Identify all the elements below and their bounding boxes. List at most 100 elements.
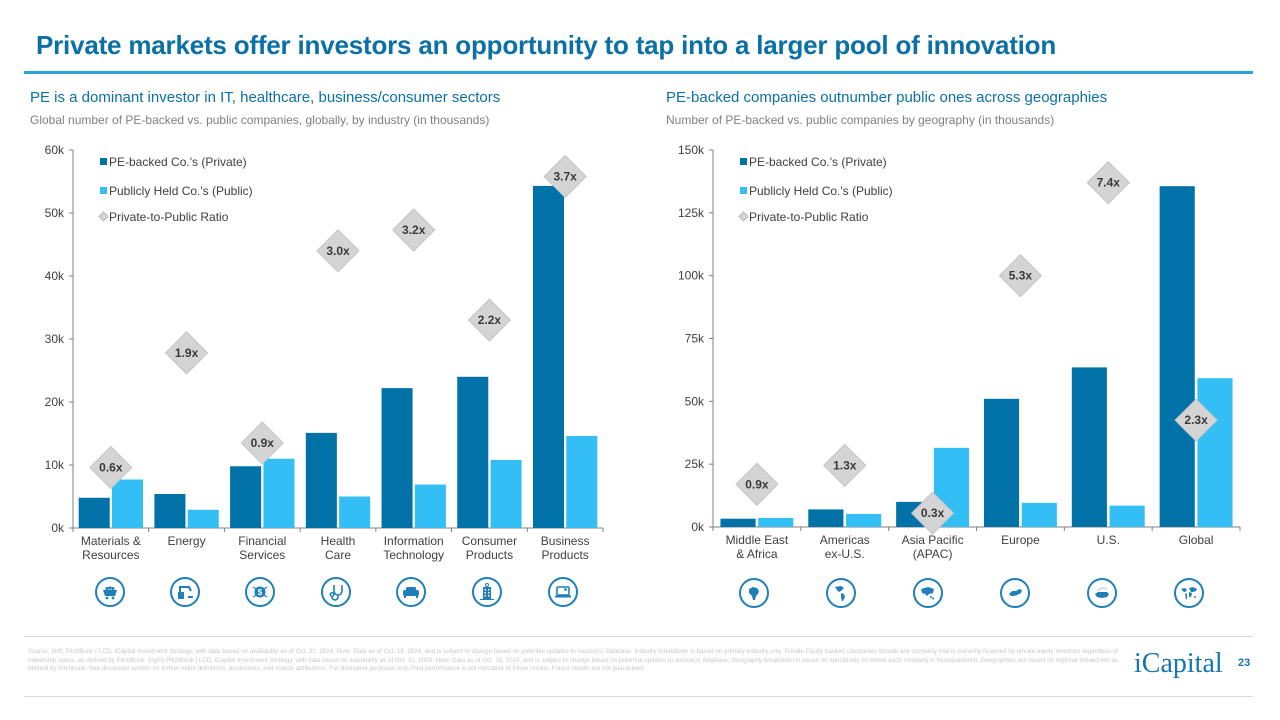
geography-bar-chart: 0k 25k 50k 75k 100k 125k 150k Middle East& Afri… [678,143,1241,561]
ratio-label: 2.2x [478,313,502,327]
x-category-label: ex-U.S. [825,547,865,561]
y-tick-label: 50k [685,394,705,408]
ratio-marker [240,421,284,465]
ratio-marker [823,443,867,488]
bar-public [758,517,794,527]
bar-private [78,497,110,528]
x-category-label: Services [239,548,285,562]
legend-swatch-public [100,187,107,194]
industrial-robot-icon [170,577,200,607]
bar-private [983,398,1020,527]
ratio-marker [735,462,779,506]
y-tick-label: 40k [45,269,65,283]
legend-swatch-private [100,158,107,165]
mine-cart-icon [95,577,125,607]
bar-public [566,436,598,528]
bar-private [1159,186,1195,527]
y-tick-label: 10k [45,458,65,472]
x-category-label: Resources [82,548,139,562]
stethoscope-icon [321,577,351,607]
ratio-label: 1.3x [833,458,857,472]
y-tick-label: 0k [691,520,705,534]
y-tick-label: 60k [45,143,65,157]
ratio-label: 3.7x [553,169,577,183]
bar-public [1197,378,1233,527]
ratio-marker [89,445,133,490]
footer-divider-top [24,636,1253,637]
ratio-label: 2.3x [1184,413,1208,427]
y-tick-label: 150k [678,143,705,157]
y-tick-label: 30k [45,332,65,346]
icapital-logo: iCapital [1134,648,1223,679]
x-category-label: Products [466,548,513,562]
legend-swatch-public [740,187,747,194]
bar-private [381,388,413,528]
right-chart-description: Number of PE-backed vs. public companies… [666,113,1055,127]
bar-public [1021,502,1057,527]
bar-public [187,509,219,528]
y-tick-label: 50k [45,206,65,220]
bar-private [154,493,186,528]
x-category-label: Materials & [81,534,141,548]
svg-text:$: $ [258,588,263,597]
world-map-icon [1174,578,1204,608]
source-footnote: Source: (left) PitchBook | LCD, iCapital… [28,648,1118,673]
y-tick-label: 25k [685,457,705,471]
x-category-label: Financial [238,534,286,548]
x-category-label: Asia Pacific [902,533,964,547]
office-building-icon [472,577,502,607]
industry-bar-chart: 0k 10k 20k 30k 40k 50k 60k Materials &Resources… [45,143,604,562]
ratio-marker [467,298,512,342]
bar-public [1109,505,1145,527]
bar-public [263,458,295,528]
x-category-label: & Africa [736,547,778,561]
x-category-label: Europe [1001,533,1040,547]
bar-private [532,185,565,528]
ratio-label: 7.4x [1097,176,1121,190]
us-map-icon [1087,578,1117,608]
ratio-marker [543,154,587,199]
right-chart-heading: PE-backed companies outnumber public one… [666,89,1108,106]
footer-divider-bottom [24,696,1253,697]
ratio-label: 3.0x [326,244,350,258]
legend-swatch-private [740,158,747,165]
ratio-marker [1086,160,1130,205]
y-tick-label: 100k [678,269,705,283]
ratio-marker [316,229,360,273]
ratio-label: 0.9x [745,477,769,491]
bar-public [846,513,882,527]
legend-swatch-ratio [98,211,109,222]
slide-title: Private markets offer investors an oppor… [36,30,1057,60]
legend-label-private: PE-backed Co.'s (Private) [749,155,887,169]
africa-map-icon [739,578,769,608]
ratio-marker [910,491,955,535]
title-divider [24,71,1253,74]
left-chart-heading: PE is a dominant investor in IT, healthc… [30,89,501,106]
bar-public [111,479,144,528]
x-category-label: Care [325,548,351,562]
x-category-label: Products [541,548,588,562]
legend-label-ratio: Private-to-Public Ratio [109,210,229,224]
ratio-marker [1174,398,1218,442]
ratio-label: 0.3x [921,506,945,520]
ratio-label: 5.3x [1009,269,1033,283]
legend-label-public: Publicly Held Co.'s (Public) [749,184,893,198]
x-category-label: Americas [820,533,870,547]
ratio-label: 1.9x [175,346,199,360]
bar-private [720,518,756,527]
legend-swatch-ratio [738,211,749,222]
ratio-label: 3.2x [402,223,426,237]
ratio-label: 0.6x [99,461,123,475]
x-category-label: Health [321,534,356,548]
bar-public [490,459,522,528]
bar-public [339,496,371,528]
sofa-icon [396,577,426,607]
bar-private [230,466,262,528]
legend-label-ratio: Private-to-Public Ratio [749,210,869,224]
page-number: 23 [1238,657,1251,669]
x-category-label: Global [1179,533,1214,547]
ratio-marker [392,208,436,252]
bar-private [808,509,844,527]
left-chart-description: Global number of PE-backed vs. public co… [30,113,490,127]
bar-private [457,376,489,528]
